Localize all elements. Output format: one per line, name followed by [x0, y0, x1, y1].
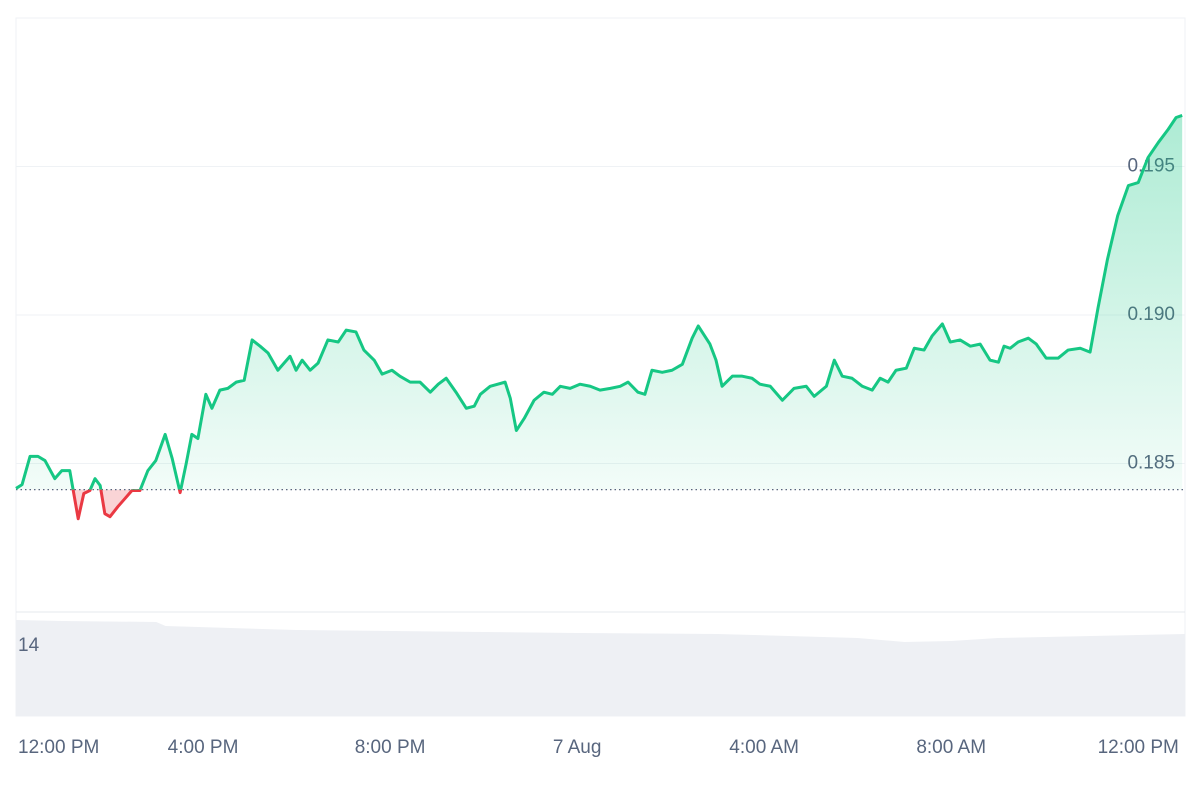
x-tick-label: 8:00 AM	[916, 737, 986, 758]
x-tick-label: 4:00 AM	[729, 737, 799, 758]
x-tick-label: 12:00 PM	[1098, 737, 1179, 758]
x-tick-label: 12:00 PM	[18, 737, 99, 758]
x-tick-label: 7 Aug	[553, 737, 602, 758]
volume-area	[16, 620, 1185, 716]
price-line-up	[15, 114, 1183, 490]
x-tick-label: 4:00 PM	[168, 737, 239, 758]
area-up	[16, 115, 1183, 490]
x-tick-label: 8:00 PM	[355, 737, 426, 758]
volume-tick-label: 14	[18, 635, 40, 656]
